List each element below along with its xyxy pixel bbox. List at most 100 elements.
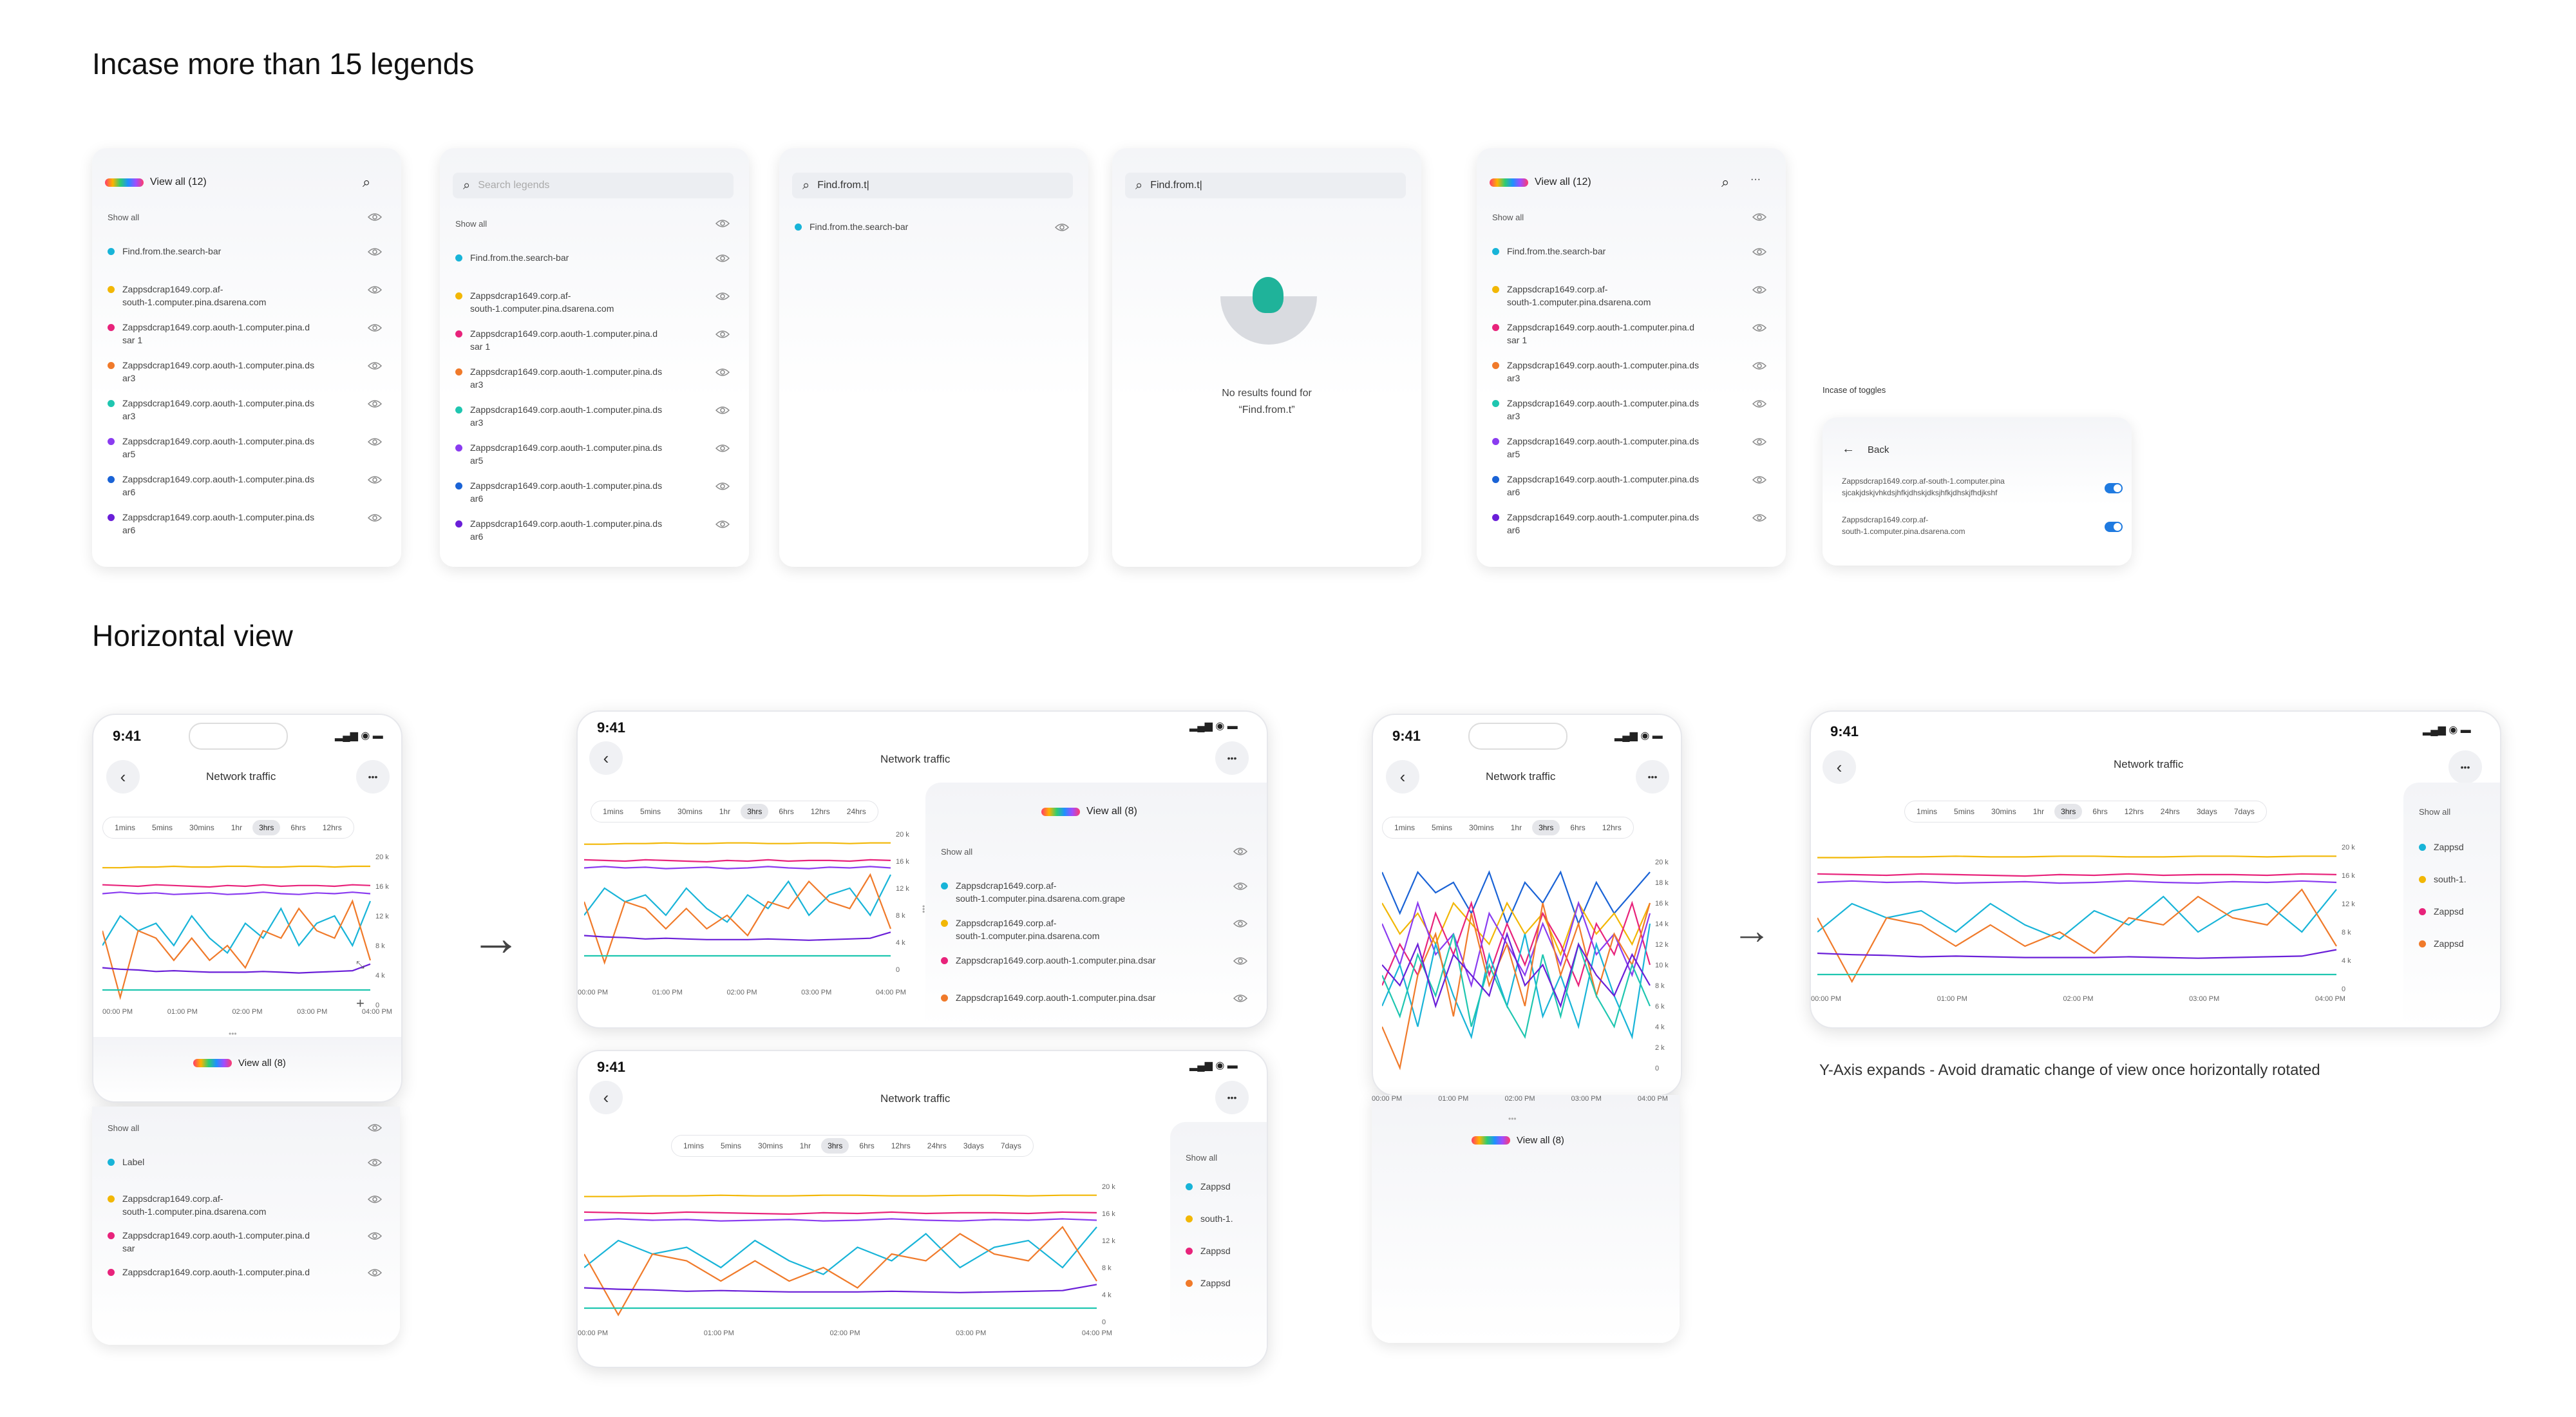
eye-icon[interactable] <box>1752 361 1766 370</box>
legend-item[interactable]: Zappsdcrap1649.corp.aouth-1.computer.pin… <box>1492 397 1737 423</box>
range-tab[interactable]: 1mins <box>683 1141 705 1150</box>
legend-item[interactable]: Find.from.the.search-bar <box>455 251 700 264</box>
eye-icon[interactable] <box>368 361 382 370</box>
range-tab[interactable]: 1mins <box>115 823 136 832</box>
legend-item[interactable]: Zappsdcrap1649.corp.aouth-1.computer.pin… <box>455 479 700 505</box>
eye-icon[interactable] <box>1055 223 1069 232</box>
eye-icon[interactable] <box>715 254 730 263</box>
range-tab[interactable]: 6hrs <box>1570 823 1586 832</box>
range-tab[interactable]: 30mins <box>677 807 703 816</box>
range-tab[interactable]: 7days <box>2233 807 2255 816</box>
eye-icon[interactable] <box>715 406 730 415</box>
eye-icon[interactable] <box>368 1232 382 1241</box>
range-tab[interactable]: 1mins <box>603 807 624 816</box>
legend-item[interactable]: Zappsdcrap1649.corp.aouth-1.computer.pin… <box>108 1229 352 1255</box>
more-icon[interactable]: ··· <box>1750 174 1761 185</box>
eye-icon[interactable] <box>1233 994 1247 1003</box>
eye-icon[interactable] <box>1752 437 1766 446</box>
legend-item[interactable]: Zappsd <box>2419 841 2464 853</box>
legend-item[interactable]: Zappsdcrap1649.corp.aouth-1.computer.pin… <box>1492 511 1737 537</box>
range-tab[interactable]: 24hrs <box>846 807 866 816</box>
range-tab[interactable]: 6hrs <box>779 807 794 816</box>
legend-item[interactable]: Zappsd <box>2419 937 2464 950</box>
legend-item[interactable]: Zappsdcrap1649.corp.af-south-1.computer.… <box>108 283 352 309</box>
back-label[interactable]: Back <box>1868 444 1889 455</box>
range-tab[interactable]: 24hrs <box>2160 807 2180 816</box>
legend-item[interactable]: Zappsdcrap1649.corp.aouth-1.computer.pin… <box>1492 359 1737 385</box>
legend-item[interactable]: Zappsdcrap1649.corp.aouth-1.computer.pin… <box>941 954 1211 967</box>
search-icon[interactable]: ⌕ <box>1721 174 1730 190</box>
legend-item[interactable]: Zappsd <box>2419 905 2464 918</box>
range-tab[interactable]: 1hr <box>2032 807 2045 816</box>
range-tab[interactable]: 3hrs <box>2054 804 2083 819</box>
eye-icon[interactable] <box>1752 399 1766 408</box>
legend-item[interactable]: Zappsdcrap1649.corp.aouth-1.computer.pin… <box>108 321 352 347</box>
more-button[interactable]: ••• <box>1636 760 1669 794</box>
range-tab[interactable]: 3hrs <box>252 820 281 835</box>
eye-icon[interactable] <box>1752 247 1766 256</box>
legend-item[interactable]: Zappsdcrap1649.corp.af-south-1.computer.… <box>941 879 1211 905</box>
range-tab[interactable]: 5mins <box>721 1141 742 1150</box>
range-tab[interactable]: 6hrs <box>2092 807 2108 816</box>
eye-icon[interactable] <box>715 520 730 529</box>
legend-item[interactable]: Find.from.the.search-bar <box>108 245 352 258</box>
range-tab[interactable]: 1hr <box>719 807 731 816</box>
legend-item[interactable]: Zappsdcrap1649.corp.aouth-1.computer.pin… <box>1492 473 1737 499</box>
legend-item[interactable]: Zappsdcrap1649.corp.af-south-1.computer.… <box>108 1192 352 1218</box>
range-tab[interactable]: 12hrs <box>810 807 830 816</box>
view-all-toggle[interactable]: View all (8) <box>1472 1135 1564 1146</box>
eye-icon[interactable] <box>368 323 382 332</box>
legend-item[interactable]: Zappsdcrap1649.corp.aouth-1.computer.pin… <box>1492 321 1737 347</box>
drag-handle-icon[interactable]: ••• <box>229 1029 237 1038</box>
legend-item[interactable]: Zappsdcrap1649.corp.aouth-1.computer.pin… <box>941 991 1211 1004</box>
range-tab[interactable]: 5mins <box>1432 823 1453 832</box>
legend-item[interactable]: Label <box>108 1155 352 1168</box>
range-tab[interactable]: 3days <box>963 1141 984 1150</box>
legend-item[interactable]: Zappsdcrap1649.corp.aouth-1.computer.pin… <box>1492 435 1737 461</box>
eye-icon[interactable] <box>1233 847 1247 856</box>
back-button[interactable]: ‹ <box>1823 750 1856 784</box>
range-tab[interactable]: 5mins <box>152 823 173 832</box>
eye-icon[interactable] <box>368 475 382 484</box>
search-input[interactable]: ⌕ Search legends <box>453 173 734 198</box>
legend-item[interactable]: Find.from.the.search-bar <box>1492 245 1737 258</box>
more-button[interactable]: ••• <box>1215 741 1249 775</box>
search-icon[interactable]: ⌕ <box>363 174 371 190</box>
eye-icon[interactable] <box>368 513 382 522</box>
more-button[interactable]: ••• <box>1215 1081 1249 1114</box>
view-all-toggle[interactable]: View all (12) <box>105 176 207 188</box>
eye-icon[interactable] <box>368 1195 382 1204</box>
back-arrow-icon[interactable]: ← <box>1842 442 1855 456</box>
drag-handle-icon[interactable]: ••• <box>1508 1114 1517 1123</box>
legend-item[interactable]: Zappsdcrap1649.corp.aouth-1.computer.pin… <box>108 1266 352 1279</box>
eye-icon[interactable] <box>368 1268 382 1277</box>
range-tab[interactable]: 12hrs <box>1602 823 1622 832</box>
eye-icon[interactable] <box>368 213 382 222</box>
back-button[interactable]: ‹ <box>589 741 623 775</box>
legend-item[interactable]: Zappsd <box>1186 1244 1231 1257</box>
eye-icon[interactable] <box>1752 513 1766 522</box>
eye-icon[interactable] <box>715 368 730 377</box>
back-button[interactable]: ‹ <box>1386 760 1419 794</box>
legend-item[interactable]: Zappsdcrap1649.corp.aouth-1.computer.pin… <box>455 441 700 467</box>
range-tab[interactable]: 1hr <box>231 823 243 832</box>
range-tab[interactable]: 30mins <box>189 823 214 832</box>
eye-icon[interactable] <box>1233 882 1247 891</box>
range-tab[interactable]: 3days <box>2196 807 2217 816</box>
legend-item[interactable]: Zappsdcrap1649.corp.aouth-1.computer.pin… <box>108 473 352 499</box>
legend-item[interactable]: Zappsd <box>1186 1277 1231 1289</box>
eye-icon[interactable] <box>715 219 730 228</box>
back-button[interactable]: ‹ <box>106 760 140 794</box>
legend-item[interactable]: south-1. <box>2419 873 2467 886</box>
toggle-switch-2[interactable] <box>2105 522 2123 532</box>
range-tab[interactable]: 30mins <box>1991 807 2016 816</box>
eye-icon[interactable] <box>368 285 382 294</box>
view-all-toggle[interactable]: View all (8) <box>193 1058 286 1069</box>
range-tab[interactable]: 1hr <box>799 1141 811 1150</box>
eye-icon[interactable] <box>715 444 730 453</box>
eye-icon[interactable] <box>715 330 730 339</box>
range-tab[interactable]: 6hrs <box>290 823 306 832</box>
eye-icon[interactable] <box>368 1123 382 1132</box>
range-tab[interactable]: 1mins <box>1394 823 1416 832</box>
legend-item[interactable]: Zappsdcrap1649.corp.aouth-1.computer.pin… <box>455 327 700 353</box>
